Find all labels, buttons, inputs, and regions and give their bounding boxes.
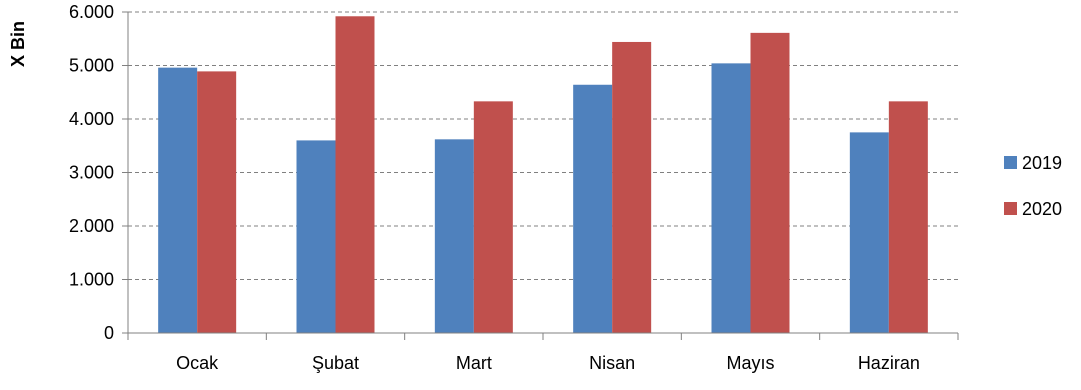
bar-2020-3 bbox=[612, 41, 652, 334]
bar-2020-0 bbox=[197, 71, 237, 333]
x-tick-label: Haziran bbox=[858, 353, 920, 373]
legend-swatch-2020 bbox=[1004, 202, 1017, 215]
y-tick-label: 6.000 bbox=[69, 2, 114, 22]
legend-swatch-2019 bbox=[1004, 156, 1017, 169]
bar-2019-0 bbox=[158, 67, 198, 333]
bar-2019-4 bbox=[711, 63, 751, 334]
x-tick-label: Ocak bbox=[176, 353, 219, 373]
y-axis-title: X Bin bbox=[8, 21, 28, 67]
y-tick-label: 2.000 bbox=[69, 216, 114, 236]
y-tick-label: 0 bbox=[104, 323, 114, 343]
bar-2020-4 bbox=[750, 32, 790, 334]
bar-2020-5 bbox=[888, 101, 928, 333]
bar-2020-1 bbox=[335, 16, 375, 334]
bar-2019-3 bbox=[573, 84, 613, 333]
bar-2019-5 bbox=[849, 132, 889, 333]
legend-label-2019: 2019 bbox=[1022, 153, 1062, 173]
y-tick-label: 3.000 bbox=[69, 163, 114, 183]
x-tick-label: Mart bbox=[456, 353, 492, 373]
legend-label-2020: 2020 bbox=[1022, 199, 1062, 219]
axes: X Bin 0 1.000 2.000 3.000 4.000 5.000 6.000 Oca… bbox=[8, 2, 959, 373]
bar-2019-1 bbox=[296, 140, 336, 333]
legend: 2019 2020 bbox=[1004, 153, 1062, 219]
x-tick-label: Şubat bbox=[312, 353, 359, 373]
bar-2019-2 bbox=[434, 139, 474, 333]
y-tick-label: 5.000 bbox=[69, 56, 114, 76]
bars bbox=[158, 16, 928, 334]
gridlines bbox=[128, 11, 958, 280]
y-tick-label: 1.000 bbox=[69, 270, 114, 290]
bar-2020-2 bbox=[473, 101, 513, 333]
x-tick-label: Nisan bbox=[589, 353, 635, 373]
x-tick-label: Mayıs bbox=[726, 353, 774, 373]
y-tick-label: 4.000 bbox=[69, 109, 114, 129]
